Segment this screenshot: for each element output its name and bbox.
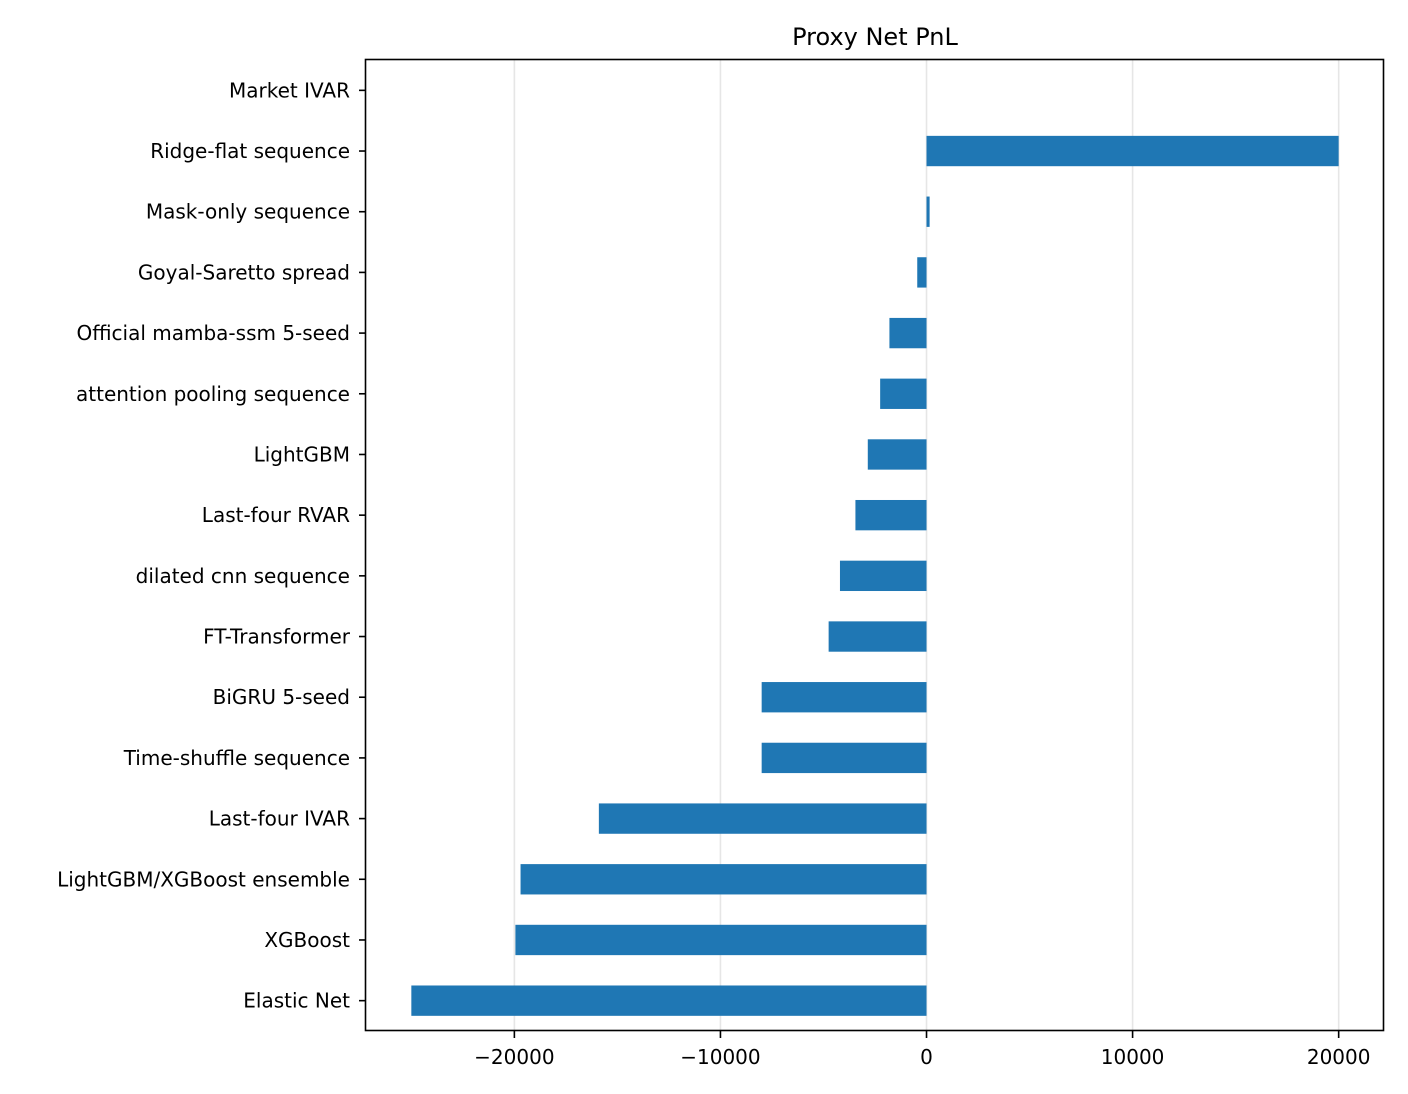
- x-axis: −20000 −10000 0 10000 20000: [474, 1031, 1370, 1069]
- bar: [761, 742, 927, 774]
- x-tick-label: 0: [920, 1045, 933, 1069]
- bar: [828, 621, 927, 652]
- y-tick-label: Last-four RVAR: [202, 503, 350, 527]
- x-tick-label: −10000: [680, 1045, 760, 1069]
- y-tick-label: attention pooling sequence: [76, 382, 350, 406]
- chart-title: Proxy Net PnL: [792, 23, 958, 51]
- y-tick-label: XGBoost: [264, 928, 350, 952]
- bar: [926, 196, 930, 227]
- x-tick-label: 10000: [1101, 1045, 1165, 1069]
- bars: [411, 135, 1339, 1016]
- y-tick-label: Elastic Net: [243, 989, 350, 1013]
- bar: [411, 985, 927, 1016]
- y-tick-label: Time-shuffle sequence: [123, 746, 350, 770]
- bar: [761, 682, 927, 713]
- plot-frame: [364, 58, 1385, 1032]
- bar: [880, 378, 927, 409]
- y-axis: Market IVAR Ridge-flat sequence Mask-only …: [57, 78, 366, 1013]
- bar: [889, 317, 927, 349]
- bar: [867, 439, 927, 470]
- y-tick-label: Ridge-flat sequence: [150, 139, 350, 163]
- bar: [598, 803, 927, 834]
- y-tick-label: Last-four IVAR: [209, 807, 350, 831]
- y-tick-label: Mask-only sequence: [146, 200, 350, 224]
- y-tick-label: BiGRU 5-seed: [213, 685, 350, 709]
- y-tick-label: dilated cnn sequence: [136, 564, 350, 588]
- y-tick-label: LightGBM/XGBoost ensemble: [57, 867, 350, 891]
- y-tick-label: Official mamba-ssm 5-seed: [76, 321, 350, 345]
- y-tick-label: Goyal-Saretto spread: [138, 260, 350, 284]
- y-tick-label: FT-Transformer: [203, 625, 351, 649]
- bar: [515, 924, 927, 956]
- bar: [855, 499, 927, 531]
- bar: [926, 135, 1339, 167]
- x-tick-label: 20000: [1307, 1045, 1371, 1069]
- bar: [839, 560, 927, 592]
- y-tick-label: Market IVAR: [229, 78, 350, 102]
- y-tick-label: LightGBM: [254, 442, 350, 466]
- x-tick-label: −20000: [474, 1045, 554, 1069]
- bar: [520, 864, 927, 895]
- bar: [917, 257, 927, 288]
